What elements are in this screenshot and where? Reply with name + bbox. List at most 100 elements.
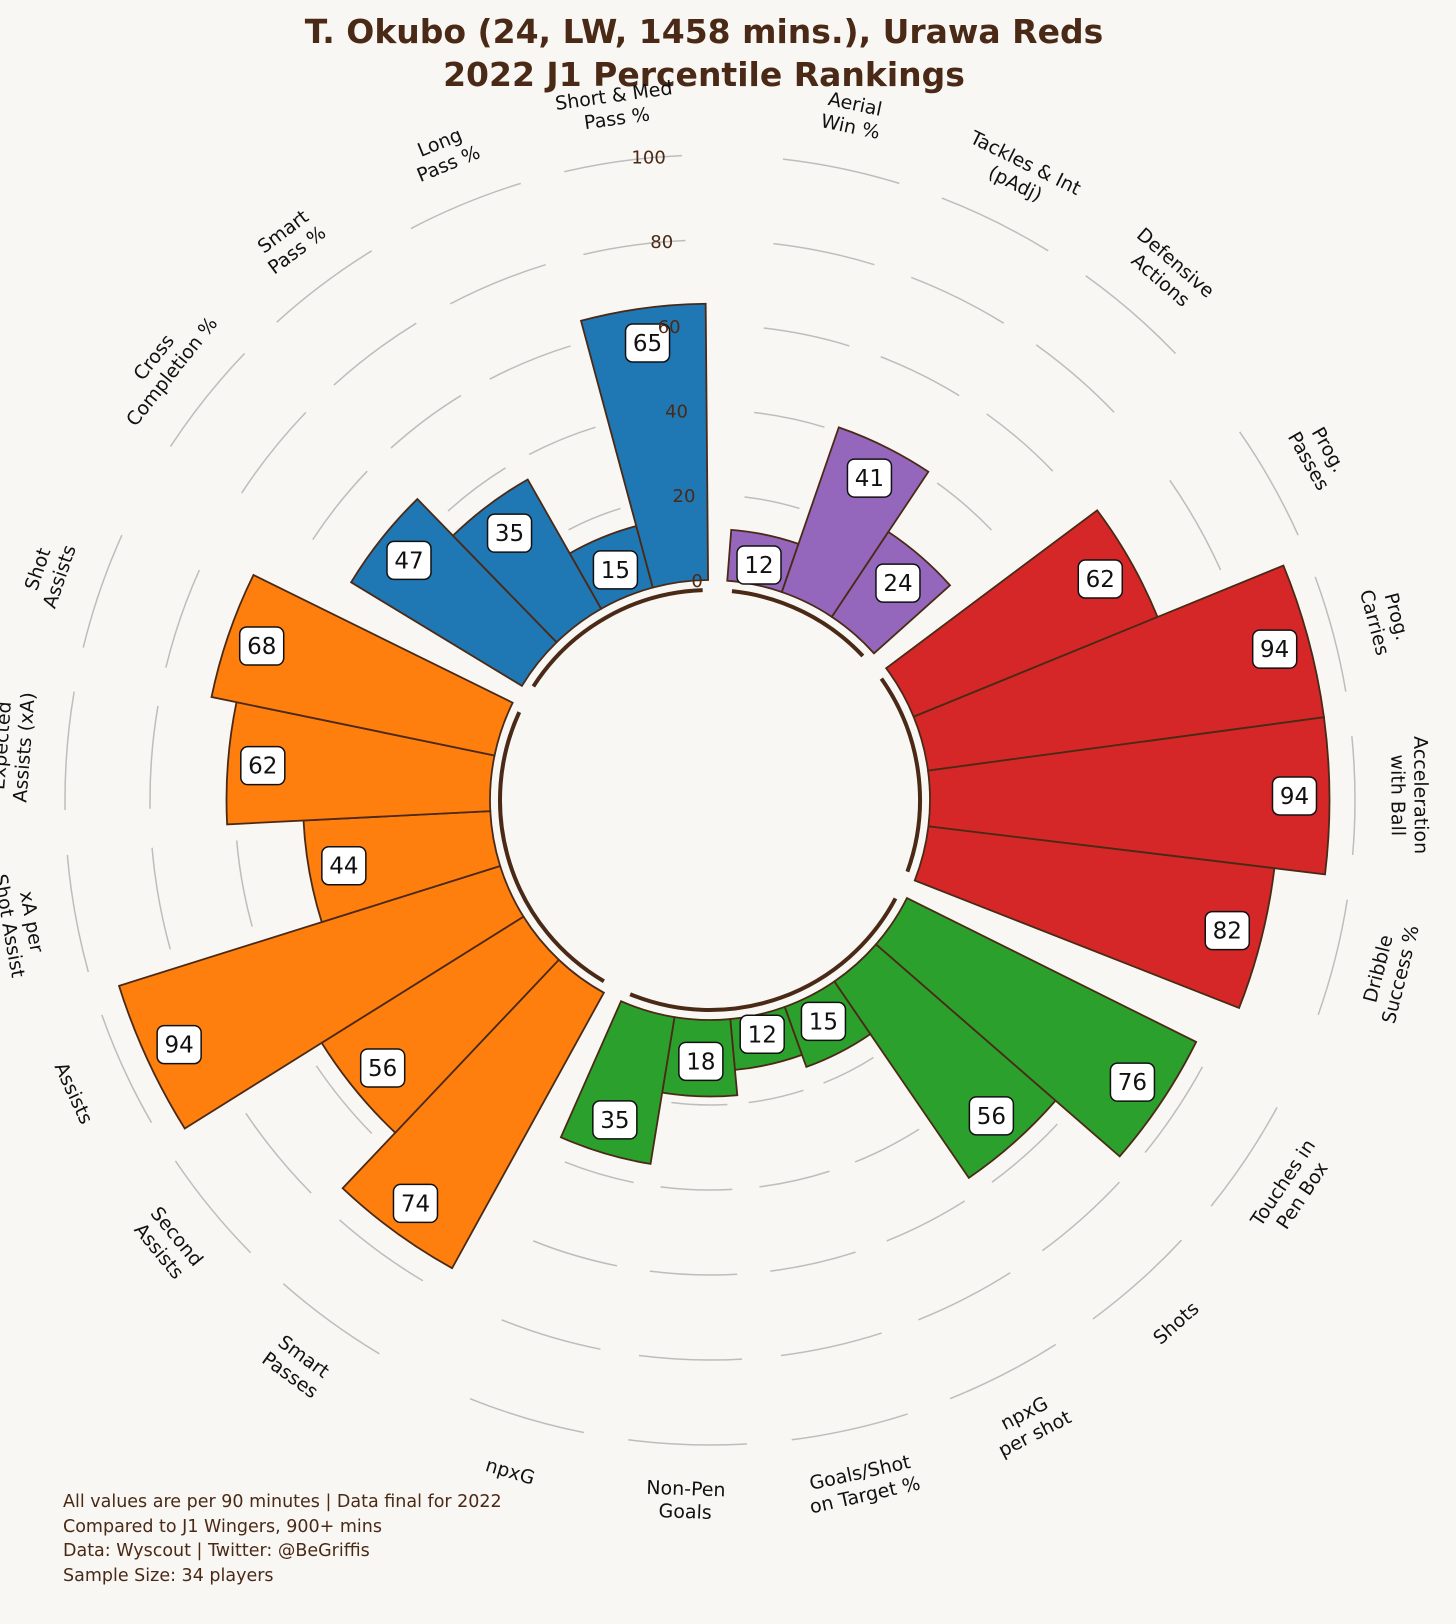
value-badge xyxy=(1109,1062,1156,1102)
bar xyxy=(117,864,525,1130)
grid-arc xyxy=(986,413,1054,472)
grid-arc xyxy=(245,1112,312,1194)
value-label: 82 xyxy=(1213,919,1242,945)
radial-tick-label: 20 xyxy=(673,486,696,507)
grid-arc xyxy=(240,411,307,494)
grid-arc xyxy=(312,470,368,541)
value-badge xyxy=(739,1014,785,1055)
value-labels: 12 41 24 62 94 94 82 76 56 15 12 18 35 74 56 94 44 62 68 47… xyxy=(156,323,1318,1224)
radial-tick-labels: 0 20 40 60 80 100 xyxy=(631,147,702,591)
value-label: 18 xyxy=(686,1049,715,1075)
grid-arc xyxy=(82,534,123,648)
footnote: All values are per 90 minutes | Data fin… xyxy=(63,1490,502,1588)
radial-tick-label: 100 xyxy=(631,147,665,168)
category-label: Non-Pen xyxy=(646,1477,726,1502)
grid-arc xyxy=(315,1065,373,1134)
value-badge xyxy=(1271,776,1318,816)
grid-arc xyxy=(1238,431,1299,536)
grid-arc xyxy=(638,1354,743,1361)
value-label: 74 xyxy=(401,1191,430,1217)
value-label: 12 xyxy=(744,553,773,579)
value-label: 56 xyxy=(977,1104,1006,1130)
value-label: 24 xyxy=(883,571,912,597)
group-arc xyxy=(629,897,898,1012)
grid-arc xyxy=(754,411,825,428)
grid-arc xyxy=(791,1413,908,1441)
category-label: Acceleration xyxy=(1409,736,1432,854)
value-badge xyxy=(392,1183,439,1224)
value-badge xyxy=(592,550,639,590)
bar xyxy=(559,1000,676,1165)
bar xyxy=(912,564,1325,772)
category-label-group: Prog.Passes xyxy=(1283,423,1350,494)
bar xyxy=(927,716,1331,876)
group-arc xyxy=(879,677,922,873)
bar xyxy=(210,573,514,757)
grid-arc xyxy=(489,345,571,380)
grid-arc xyxy=(1092,1239,1183,1320)
value-label: 35 xyxy=(495,521,524,547)
value-badge xyxy=(800,1001,847,1042)
bars-layer xyxy=(117,302,1331,1270)
value-badge xyxy=(846,458,893,498)
value-label: 94 xyxy=(1260,637,1289,663)
grid-arc xyxy=(660,1186,733,1191)
footnote-line: All values are per 90 minutes | Data fin… xyxy=(63,1492,502,1512)
group-arc xyxy=(498,711,605,983)
group-arc xyxy=(531,588,703,688)
grid-arc xyxy=(149,705,159,809)
grid-arc xyxy=(773,242,875,266)
grid-arc xyxy=(854,1128,920,1163)
grid-arc xyxy=(911,276,1005,324)
grid-arc xyxy=(1210,1106,1278,1207)
grid-arc xyxy=(449,263,546,305)
radial-tick-label: 0 xyxy=(691,571,702,592)
grid-arc xyxy=(333,322,417,386)
grid-arc xyxy=(991,1123,1058,1183)
grid-arc xyxy=(235,840,253,927)
grid-arc xyxy=(282,1283,380,1355)
category-label-group: npxG xyxy=(483,1454,537,1489)
value-label: 56 xyxy=(368,1056,397,1082)
value-badge xyxy=(1204,910,1251,951)
grid-arc xyxy=(748,1089,804,1104)
grid-arc xyxy=(1351,736,1356,856)
value-badge xyxy=(624,323,671,363)
grid-arc xyxy=(936,482,993,531)
grid-arc xyxy=(649,1270,738,1276)
category-label: with Ball xyxy=(1386,754,1409,836)
value-label: 65 xyxy=(633,331,662,357)
value-label: 41 xyxy=(855,466,884,492)
grid-arc xyxy=(744,496,800,510)
grid-arc xyxy=(390,394,462,449)
grid-arc xyxy=(501,1319,601,1350)
value-badge xyxy=(321,845,367,886)
group-arcs xyxy=(498,588,922,1012)
grid-arc xyxy=(941,197,1049,252)
value-label: 12 xyxy=(748,1022,777,1048)
category-label-group: Shots xyxy=(1149,1298,1203,1350)
grid-arc xyxy=(276,250,373,323)
category-label: Assists xyxy=(50,1059,97,1128)
category-label-group: Tackles & Int(pAdj) xyxy=(966,126,1085,206)
grid-arc xyxy=(1314,576,1347,692)
value-label: 35 xyxy=(600,1108,629,1134)
category-label: npxG xyxy=(483,1454,537,1489)
chart-title-line-2: 2022 J1 Percentile Rankings xyxy=(443,55,965,94)
grid-arc xyxy=(671,1101,728,1106)
value-badge xyxy=(736,545,782,585)
grid-arc xyxy=(568,507,621,531)
bar xyxy=(579,302,709,589)
grid-arc xyxy=(628,1439,747,1446)
category-label-group: Assists xyxy=(50,1059,97,1128)
